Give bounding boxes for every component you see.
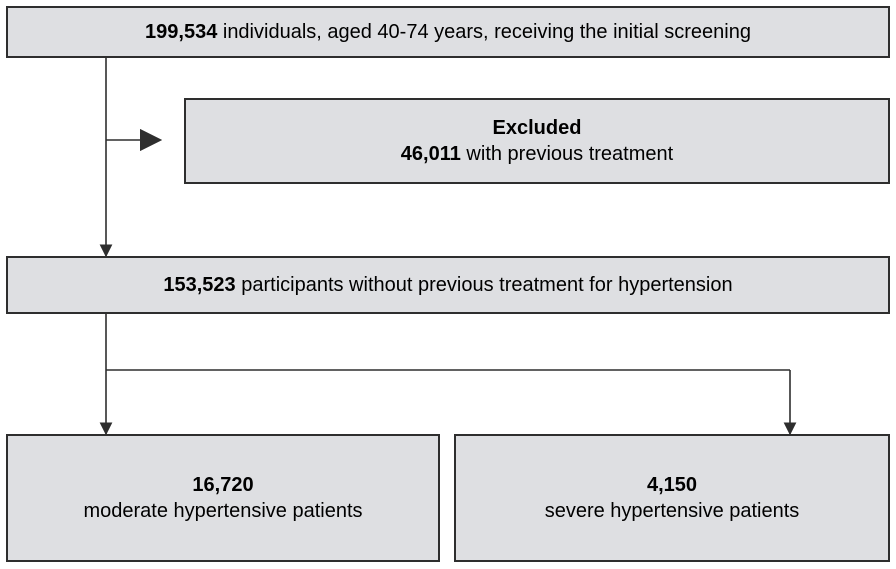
node-severe-line: 4,150 [647, 472, 697, 498]
flowchart-canvas: 199,534 individuals, aged 40-74 years, r… [0, 0, 896, 569]
node-start: 199,534 individuals, aged 40-74 years, r… [6, 6, 890, 58]
node-severe: 4,150 severe hypertensive patients [454, 434, 890, 562]
node-excluded-text: 46,011 [401, 143, 461, 165]
node-moderate: 16,720 moderate hypertensive patients [6, 434, 440, 562]
node-start-text: individuals, aged 40-74 years, receiving… [217, 21, 751, 43]
node-excluded-line: Excluded [493, 115, 582, 141]
node-severe-text: 4,150 [647, 474, 697, 496]
node-moderate-text: 16,720 [192, 474, 253, 496]
node-excluded: Excluded46,011 with previous treatment [184, 98, 890, 184]
node-start-text: 199,534 [145, 21, 217, 43]
node-no_prev-line: 153,523 participants without previous tr… [163, 272, 732, 298]
node-moderate-line: moderate hypertensive patients [83, 498, 362, 524]
node-severe-text: severe hypertensive patients [545, 500, 800, 522]
node-moderate-text: moderate hypertensive patients [83, 500, 362, 522]
node-no_prev-text: 153,523 [163, 274, 235, 296]
node-no_prev-text: participants without previous treatment … [236, 274, 733, 296]
node-start-line: 199,534 individuals, aged 40-74 years, r… [145, 19, 751, 45]
node-excluded-text: Excluded [493, 117, 582, 139]
node-severe-line: severe hypertensive patients [545, 498, 800, 524]
node-no_prev: 153,523 participants without previous tr… [6, 256, 890, 314]
node-moderate-line: 16,720 [192, 472, 253, 498]
node-excluded-text: with previous treatment [461, 143, 673, 165]
node-excluded-line: 46,011 with previous treatment [401, 141, 673, 167]
